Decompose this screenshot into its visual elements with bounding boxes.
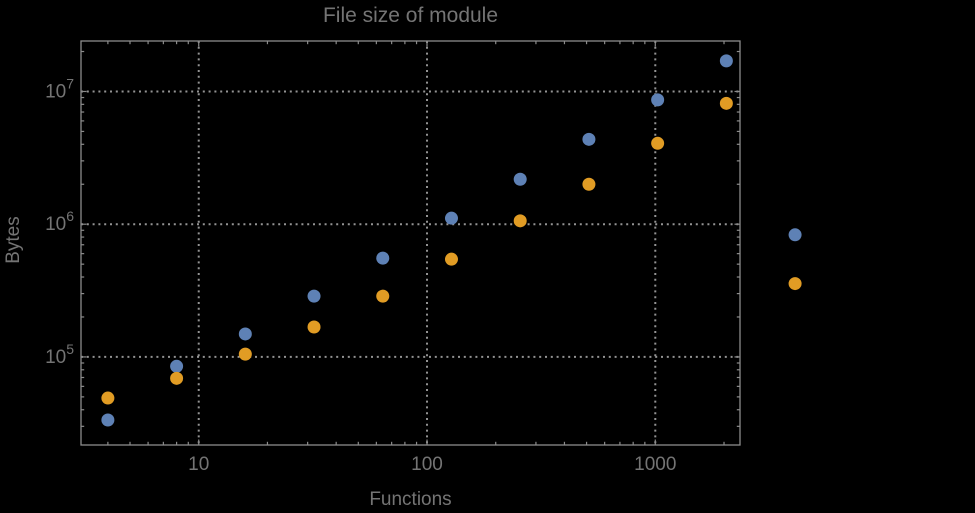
blue-series-point (788, 228, 802, 242)
y-tick-label: 106 (45, 208, 74, 235)
orange-series-point (651, 136, 665, 150)
blue-series-point (513, 172, 527, 186)
orange-series-point (719, 96, 733, 110)
x-tick-label: 1000 (634, 454, 676, 475)
y-axis-label: Bytes (3, 216, 24, 264)
chart-title: File size of module (322, 4, 499, 27)
x-tick-label: 10 (188, 454, 209, 475)
orange-series-point (582, 177, 596, 191)
blue-series-point (238, 327, 252, 341)
y-tick-label: 105 (45, 341, 74, 368)
orange-series-point (101, 391, 115, 405)
orange-series-point (788, 277, 802, 291)
y-tick-label: 107 (45, 75, 74, 102)
orange-series-point (170, 371, 184, 385)
orange-series-point (307, 320, 321, 334)
blue-series-point (719, 54, 733, 68)
orange-series-point (444, 252, 458, 266)
x-axis-label: Functions (369, 489, 452, 510)
plot-frame (80, 40, 741, 446)
blue-series-point (376, 251, 390, 265)
orange-series-point (513, 214, 527, 228)
orange-series-point (238, 347, 252, 361)
blue-series-point (307, 289, 321, 303)
x-tick-label: 100 (411, 454, 443, 475)
blue-series-point (101, 413, 115, 427)
blue-series-point (651, 93, 665, 107)
orange-series-point (376, 289, 390, 303)
blue-series-point (582, 132, 596, 146)
blue-series-point (444, 211, 458, 225)
blue-series-point (170, 359, 184, 373)
